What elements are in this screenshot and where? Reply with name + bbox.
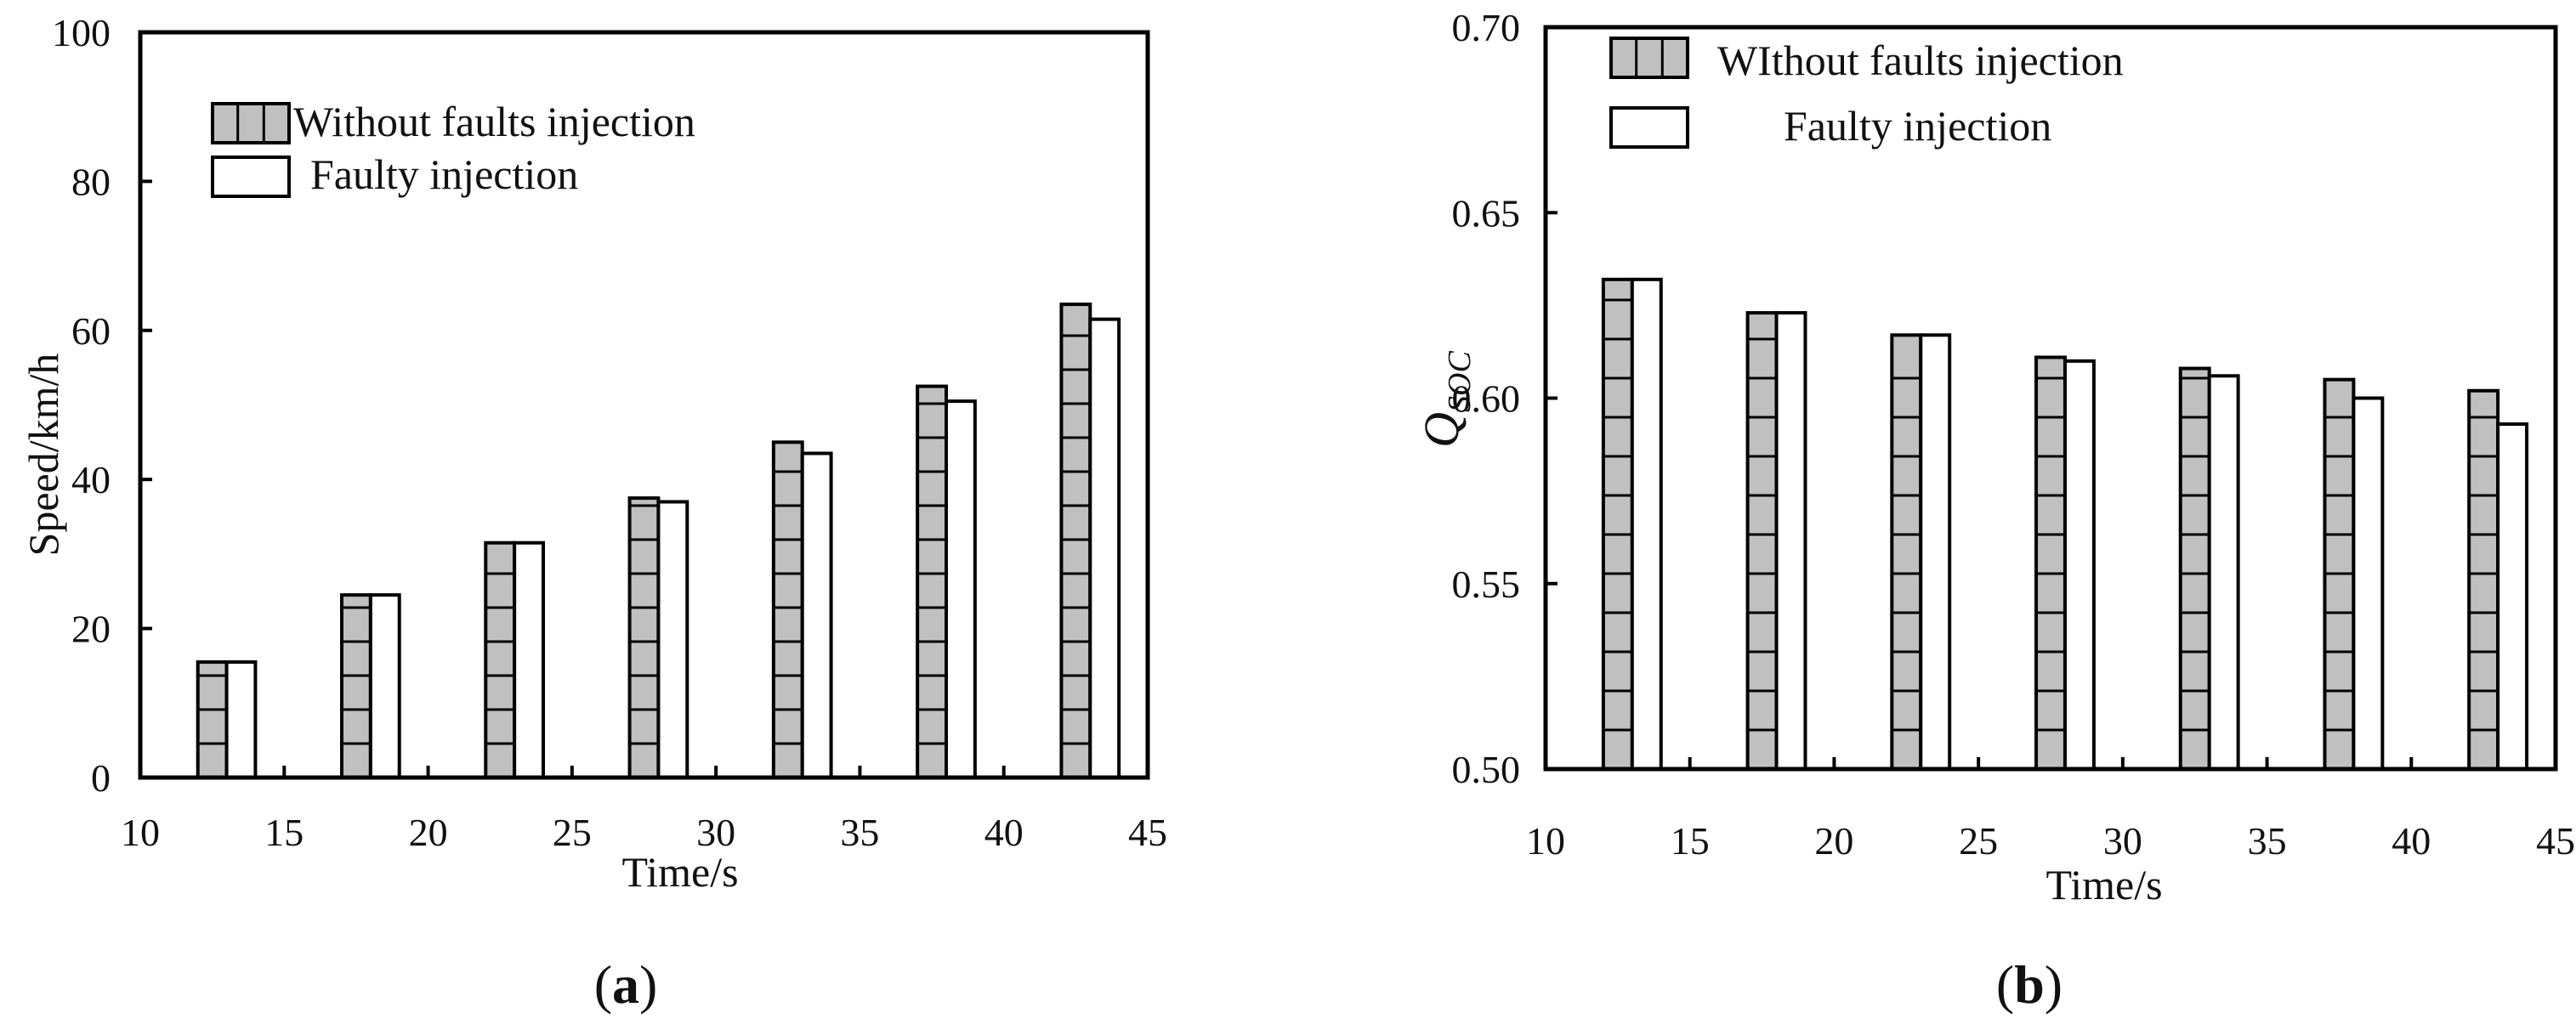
- chart-a-bar-series-2: [945, 399, 977, 779]
- chart-b-x-tick-label: 30: [2103, 819, 2142, 863]
- chart-b-panel-letter: b: [2014, 954, 2045, 1015]
- chart-b-bar-series-2: [1774, 311, 1807, 772]
- chart-b-x-tick-label: 15: [1671, 819, 1710, 863]
- chart-b-bar-series-1: [2034, 355, 2067, 771]
- chart-a-x-tick-label: 45: [1128, 811, 1167, 854]
- chart-b-bar-series-2: [2207, 374, 2240, 771]
- chart-b-legend: WIthout faults injection Faulty injectio…: [1609, 37, 2124, 150]
- chart-b-y-tick-label: 0.60: [1452, 377, 1521, 421]
- chart-a-legend-label-1: Without faults injection: [293, 98, 695, 145]
- chart-a-y-tick-label: 60: [71, 309, 111, 353]
- chart-a-bar-series-2: [513, 540, 546, 779]
- chart-a-bar-series-2: [1088, 317, 1121, 779]
- chart-b-x-tick-label: 40: [2392, 819, 2431, 863]
- chart-b-bar-series-2: [2063, 359, 2096, 771]
- chart-b-bar-series-1: [2178, 366, 2211, 771]
- chart-b-bar-series-2: [2352, 396, 2385, 771]
- chart-b-bar-series-2: [1630, 277, 1663, 771]
- chart-b-y-axis-title: QSOC: [1414, 351, 1478, 448]
- chart-a-x-tick-label: 35: [840, 811, 879, 854]
- chart-b-x-tick-label: 45: [2536, 819, 2575, 863]
- chart-a-legend-label-2: Faulty injection: [310, 150, 578, 198]
- chart-b-legend-item-1: WIthout faults injection: [1609, 37, 2124, 84]
- chart-a-y-tick-label: 0: [91, 756, 111, 800]
- chart-a-panel-label: (a): [594, 954, 658, 1015]
- chart-a-x-tick-label: 10: [121, 811, 160, 854]
- chart-b-y-tick-label: 0.65: [1452, 191, 1521, 235]
- chart-a-x-axis-title: Time/s: [621, 848, 738, 896]
- chart-a-bar-series-1: [196, 660, 229, 779]
- chart-a-panel-letter: a: [612, 954, 639, 1015]
- chart-a-x-ticks: 10 15 20 25 30 35 40 45: [121, 766, 1167, 854]
- chart-a-bar-series-2: [656, 500, 689, 779]
- chart-b-bar-series-1: [1745, 311, 1779, 772]
- chart-b-bar-series-1: [2467, 388, 2500, 771]
- chart-b-legend-label-1: WIthout faults injection: [1717, 37, 2124, 84]
- chart-b-x-tick-label: 35: [2248, 819, 2287, 863]
- chart-a-x-tick-label: 40: [984, 811, 1024, 854]
- chart-b-bar-series-2: [1919, 333, 1952, 771]
- chart-a-y-ticks: 0 20 40 60 80 100: [52, 11, 152, 800]
- chart-a-legend-swatch-2: [211, 156, 291, 198]
- chart-b-x-tick-label: 25: [1959, 819, 1998, 863]
- chart-a-y-tick-label: 20: [71, 608, 111, 651]
- chart-a-bar-series-1: [916, 384, 948, 779]
- chart-b-x-tick-label: 10: [1526, 819, 1565, 863]
- chart-b-y-axis-title-sub: SOC: [1442, 351, 1478, 412]
- chart-b-legend-item-2: Faulty injection: [1609, 102, 2051, 150]
- chart-a-bar-series-2: [800, 451, 833, 779]
- chart-b-legend-swatch-1: [1609, 37, 1689, 79]
- chart-a-legend: Without faults injection Faulty injectio…: [211, 98, 695, 198]
- chart-a-bars: [196, 303, 1121, 780]
- chart-a-y-tick-label: 40: [71, 458, 111, 501]
- chart-b-bar-series-1: [1890, 333, 1923, 771]
- chart-a-legend-item-2: Faulty injection: [211, 150, 578, 198]
- chart-a-x-tick-label: 20: [409, 811, 448, 854]
- chart-a-legend-swatch-1: [211, 102, 291, 144]
- chart-b-bar-series-2: [2496, 422, 2529, 771]
- chart-b-y-tick-label: 0.50: [1452, 748, 1521, 791]
- chart-b: 0.50 0.55 0.60 0.65 0.70 10 15 20 25 30 35 40 45 Ti…: [1414, 6, 2575, 1015]
- chart-b-x-axis-title: Time/s: [2045, 861, 2162, 908]
- chart-a-bar-series-1: [771, 440, 804, 779]
- chart-a-y-axis-title: Speed/km/h: [20, 354, 67, 557]
- chart-b-legend-label-2: Faulty injection: [1784, 102, 2051, 150]
- chart-a-bar-series-2: [224, 660, 258, 779]
- chart-b-y-ticks: 0.50 0.55 0.60 0.65 0.70: [1452, 6, 1558, 791]
- chart-b-bars: [1601, 277, 2529, 772]
- chart-b-y-axis-title-q: Q: [1414, 412, 1469, 448]
- chart-b-legend-swatch-2: [1609, 106, 1689, 149]
- chart-a-y-tick-label: 100: [52, 11, 111, 54]
- chart-a-x-tick-label: 25: [553, 811, 592, 854]
- chart-b-panel-label: (b): [1996, 954, 2063, 1015]
- chart-b-x-ticks: 10 15 20 25 30 35 40 45: [1526, 757, 2575, 863]
- chart-b-bar-series-1: [1601, 277, 1634, 771]
- chart-a-bar-series-2: [368, 593, 401, 780]
- chart-a-bar-series-1: [1059, 303, 1092, 780]
- chart-a: 0 20 40 60 80 100 10 15 20 25 30 35 40 45 Time/s Spe…: [20, 11, 1167, 1015]
- chart-b-y-tick-label: 0.55: [1452, 563, 1521, 606]
- chart-a-bar-series-1: [340, 593, 372, 780]
- chart-a-y-tick-label: 80: [71, 160, 111, 203]
- chart-a-x-tick-label: 30: [696, 811, 735, 854]
- chart-a-legend-item-1: Without faults injection: [211, 98, 695, 145]
- chart-b-x-tick-label: 20: [1814, 819, 1853, 863]
- chart-a-x-tick-label: 15: [264, 811, 304, 854]
- chart-b-y-tick-label: 0.70: [1452, 6, 1521, 49]
